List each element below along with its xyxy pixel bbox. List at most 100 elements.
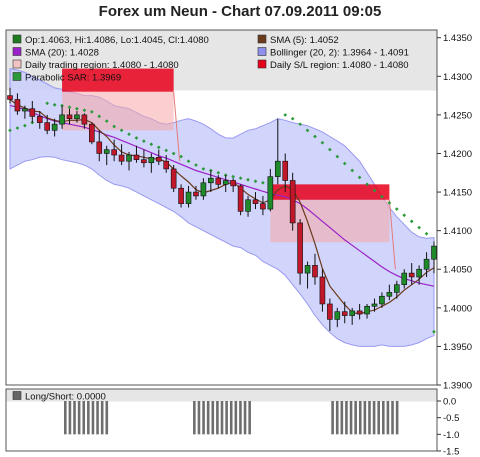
candle-body-25 (193, 191, 199, 197)
longshort-bar-15 (77, 401, 81, 435)
ls-ytick-label-0: 0.0 (443, 397, 456, 408)
sar-point-51 (402, 213, 407, 218)
ytick-label-8: 1.3950 (443, 342, 472, 353)
candle-body-7 (59, 114, 65, 125)
candle-body-41 (312, 265, 318, 278)
sar-point-12 (104, 119, 109, 123)
longshort-bar-43 (206, 401, 210, 435)
candle-body-26 (200, 182, 207, 197)
sar-point-45 (357, 175, 362, 180)
sar-point-38 (305, 128, 310, 133)
candle-body-9 (74, 114, 80, 120)
sar-point-21 (171, 151, 176, 156)
longshort-bar-52 (248, 401, 251, 435)
candle-body-20 (155, 157, 162, 162)
longshort-bar-73 (345, 401, 348, 435)
candle-body-1 (14, 99, 21, 112)
candle-body-44 (334, 311, 341, 320)
ytick-label-6: 1.4050 (443, 265, 472, 276)
sar-point-46 (365, 182, 369, 187)
longshort-bar-45 (216, 401, 219, 435)
longshort-bar-17 (87, 401, 90, 435)
candle-body-0 (7, 95, 13, 100)
candle-body-53 (401, 272, 408, 285)
sar-point-24 (194, 163, 198, 167)
candle-body-52 (394, 284, 400, 293)
sar-point-33 (261, 180, 265, 185)
longshort-bar-83 (391, 401, 394, 435)
candle-body-55 (416, 268, 422, 278)
sar-point-15 (127, 132, 131, 137)
longshort-bar-76 (358, 401, 362, 435)
longshort-bar-78 (368, 401, 371, 435)
longshort-bar-74 (349, 401, 353, 435)
ytick-label-1: 1.4300 (443, 72, 472, 83)
candle-body-15 (118, 154, 125, 162)
longshort-bar-21 (105, 401, 109, 435)
sma20-line (9, 105, 435, 287)
longshort-legend-box (6, 389, 437, 402)
sl-region-1 (270, 184, 390, 200)
candle-body-43 (327, 303, 333, 320)
sar-point-40 (320, 140, 325, 145)
longshort-bar-41 (197, 401, 201, 435)
candle-body-18 (141, 159, 147, 164)
longshort-label: Long/Short: 0.0000 (25, 392, 106, 403)
candle-body-10 (81, 114, 88, 125)
legend-label-4: Daily trading region: 1.4080 - 1.4080 (25, 60, 179, 71)
sar-point-1 (15, 126, 20, 130)
candle-body-31 (237, 185, 244, 212)
sar-point-44 (350, 168, 355, 173)
longshort-bar-12 (64, 401, 67, 435)
legend-label-0: Op:1.4063, Hi:1.4086, Lo:1.4045, Cl:1.40… (25, 35, 209, 46)
candle-body-14 (111, 149, 117, 156)
candle-body-12 (96, 141, 103, 154)
sar-point-49 (387, 201, 392, 205)
sar-point-41 (328, 147, 332, 152)
candle-body-39 (297, 222, 303, 274)
longshort-bar-19 (96, 401, 99, 435)
longshort-bar-50 (239, 401, 242, 435)
candle-body-47 (356, 310, 363, 315)
longshort-bar-80 (377, 401, 380, 435)
longshort-bar-75 (354, 401, 357, 435)
longshort-bar-20 (100, 401, 104, 435)
ytick-label-2: 1.4250 (443, 110, 472, 121)
candle-body-19 (148, 157, 155, 164)
candle-body-57 (431, 245, 437, 260)
longshort-bar-14 (73, 401, 76, 435)
candle-body-13 (103, 149, 110, 154)
ytick-label-0: 1.4350 (443, 33, 472, 44)
sar-point-31 (246, 177, 250, 182)
candle-body-8 (66, 114, 73, 120)
longshort-bar-84 (395, 401, 399, 435)
candle-body-38 (289, 180, 296, 224)
sar-point-10 (89, 109, 94, 114)
sar-point-55 (432, 329, 436, 334)
longshort-bar-13 (68, 401, 72, 435)
sma5-line (9, 99, 435, 315)
candle-body-28 (215, 177, 222, 185)
sar-point-0 (8, 128, 12, 133)
longshort-bar-49 (234, 401, 238, 435)
sar-point-18 (149, 142, 154, 147)
legend-label-1: SMA (5): 1.4052 (270, 35, 339, 46)
legend-swatch-1 (257, 34, 267, 44)
chart-title: Forex um Neun - Chart 07.09.2011 09:05 (98, 3, 382, 20)
longshort-swatch (12, 391, 22, 400)
candle-body-4 (36, 116, 43, 123)
longshort-bar-77 (363, 401, 367, 435)
longshort-bar-81 (382, 401, 385, 435)
candle-body-21 (163, 160, 170, 170)
candle-body-37 (282, 160, 289, 181)
legend-swatch-4 (12, 59, 22, 69)
candle-body-29 (222, 180, 229, 185)
candle-body-16 (126, 154, 132, 162)
candle-body-27 (208, 177, 214, 184)
ls-ytick-label-2: -1.0 (443, 430, 459, 441)
candle-body-35 (267, 176, 274, 210)
longshort-bar-42 (202, 401, 205, 435)
trading-region-0 (62, 91, 174, 131)
legend-swatch-3 (257, 47, 267, 56)
